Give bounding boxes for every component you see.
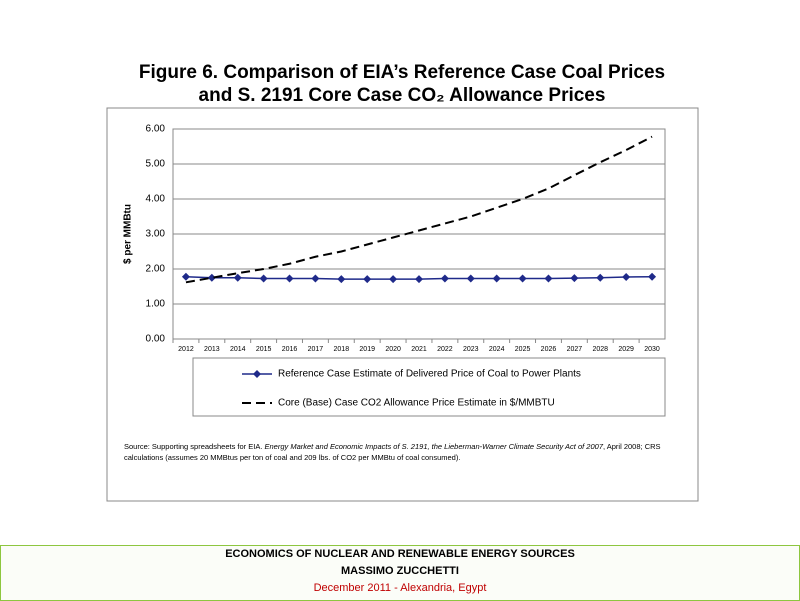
x-tick-label: 2023 bbox=[463, 346, 479, 353]
footer-author: MASSIMO ZUCCHETTI bbox=[341, 565, 459, 577]
chart-title: Figure 6. Comparison of EIA’s Reference … bbox=[139, 62, 665, 83]
data-point bbox=[648, 272, 657, 281]
y-tick-label: 4.00 bbox=[146, 194, 166, 205]
data-point bbox=[622, 273, 631, 282]
chart: Figure 6. Comparison of EIA’s Reference … bbox=[106, 62, 699, 502]
data-point bbox=[596, 273, 605, 282]
source-text: , April 2008; CRS calculations (assumes … bbox=[124, 442, 661, 462]
x-tick-label: 2019 bbox=[359, 346, 375, 353]
data-point bbox=[415, 275, 423, 284]
data-point bbox=[544, 274, 553, 283]
y-axis-label: $ per MMBtu bbox=[123, 204, 134, 264]
legend-marker bbox=[253, 370, 261, 378]
x-tick-label: 2012 bbox=[178, 346, 194, 353]
y-tick-label: 6.00 bbox=[146, 124, 166, 135]
legend-box bbox=[192, 357, 666, 417]
x-tick-label: 2030 bbox=[644, 346, 660, 353]
x-tick-label: 2020 bbox=[385, 346, 401, 353]
data-point bbox=[207, 273, 216, 282]
x-tick-label: 2021 bbox=[411, 346, 427, 353]
x-tick-label: 2025 bbox=[515, 346, 531, 353]
source-text: Energy Market and Economic Impacts of S.… bbox=[264, 442, 604, 451]
data-point bbox=[389, 275, 398, 284]
x-tick-label: 2015 bbox=[256, 346, 272, 353]
source-note: Source: Supporting spreadsheets for EIA.… bbox=[124, 441, 684, 463]
legend-label: Reference Case Estimate of Delivered Pri… bbox=[278, 369, 581, 380]
data-point bbox=[466, 274, 475, 283]
data-point bbox=[440, 274, 449, 283]
footer-course: ECONOMICS OF NUCLEAR AND RENEWABLE ENERG… bbox=[225, 548, 575, 560]
y-tick-label: 5.00 bbox=[146, 159, 166, 170]
data-point bbox=[337, 275, 346, 284]
data-point bbox=[233, 273, 242, 282]
x-tick-label: 2028 bbox=[592, 346, 608, 353]
y-tick-label: 0.00 bbox=[146, 334, 166, 345]
data-point bbox=[311, 274, 320, 283]
series-line bbox=[185, 135, 653, 284]
x-tick-label: 2024 bbox=[489, 346, 505, 353]
footer: ECONOMICS OF NUCLEAR AND RENEWABLE ENERG… bbox=[0, 545, 800, 601]
footer-date: December 2011 - Alexandria, Egypt bbox=[313, 582, 487, 594]
chart-title: and S. 2191 Core Case CO₂ Allowance Pric… bbox=[199, 85, 606, 106]
y-tick-label: 3.00 bbox=[146, 229, 166, 240]
source-text: Source: Supporting spreadsheets for EIA. bbox=[124, 442, 265, 451]
x-tick-label: 2016 bbox=[282, 346, 298, 353]
x-tick-label: 2014 bbox=[230, 346, 246, 353]
x-tick-label: 2013 bbox=[204, 346, 220, 353]
data-point bbox=[285, 274, 294, 283]
x-tick-label: 2018 bbox=[334, 346, 350, 353]
data-point bbox=[259, 274, 268, 283]
legend-label: Core (Base) Case CO2 Allowance Price Est… bbox=[278, 398, 555, 409]
y-tick-label: 2.00 bbox=[146, 264, 166, 275]
y-tick-label: 1.00 bbox=[146, 299, 166, 310]
x-tick-label: 2022 bbox=[437, 346, 453, 353]
data-point bbox=[181, 272, 190, 281]
x-tick-label: 2027 bbox=[567, 346, 583, 353]
x-tick-label: 2017 bbox=[308, 346, 324, 353]
data-point bbox=[363, 275, 372, 284]
data-point bbox=[518, 274, 527, 283]
data-point bbox=[570, 274, 579, 283]
x-tick-label: 2026 bbox=[541, 346, 557, 353]
x-tick-label: 2029 bbox=[618, 346, 634, 353]
data-point bbox=[492, 274, 501, 283]
